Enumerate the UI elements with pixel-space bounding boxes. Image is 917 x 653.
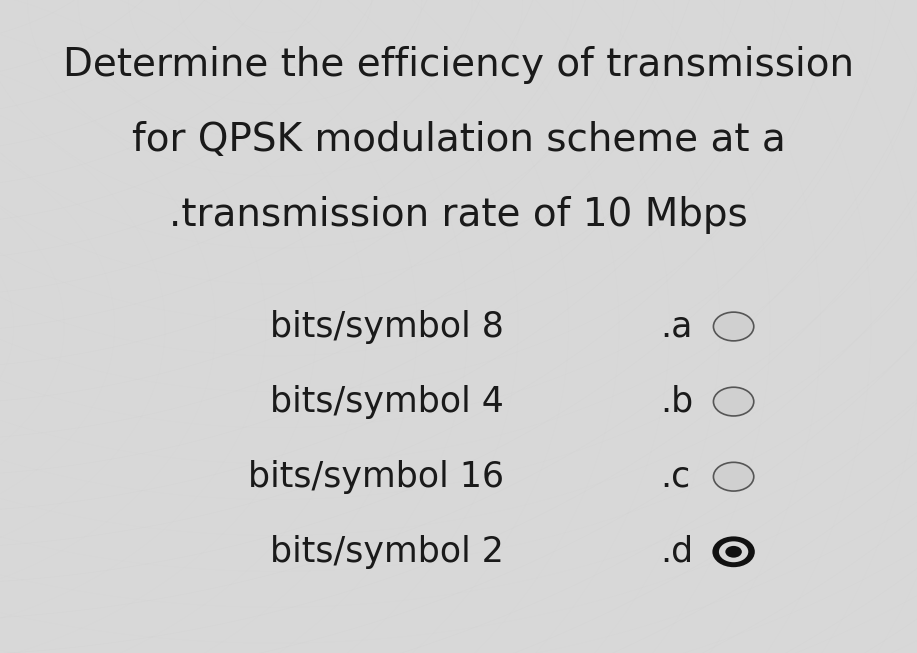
Text: bits/symbol 2: bits/symbol 2 (271, 535, 504, 569)
Text: Determine the efficiency of transmission: Determine the efficiency of transmission (63, 46, 854, 84)
Text: bits/symbol 16: bits/symbol 16 (249, 460, 504, 494)
Circle shape (713, 312, 754, 341)
Text: .b: .b (660, 385, 693, 419)
Text: .a: .a (660, 310, 692, 343)
Text: .d: .d (660, 535, 693, 569)
Text: .c: .c (660, 460, 691, 494)
Circle shape (713, 462, 754, 491)
Circle shape (713, 537, 754, 566)
Text: bits/symbol 8: bits/symbol 8 (271, 310, 504, 343)
Circle shape (713, 387, 754, 416)
Text: bits/symbol 4: bits/symbol 4 (271, 385, 504, 419)
Text: .transmission rate of 10 Mbps: .transmission rate of 10 Mbps (169, 197, 748, 234)
Circle shape (725, 546, 742, 558)
Text: for QPSK modulation scheme at a: for QPSK modulation scheme at a (132, 121, 785, 159)
Circle shape (719, 541, 748, 562)
